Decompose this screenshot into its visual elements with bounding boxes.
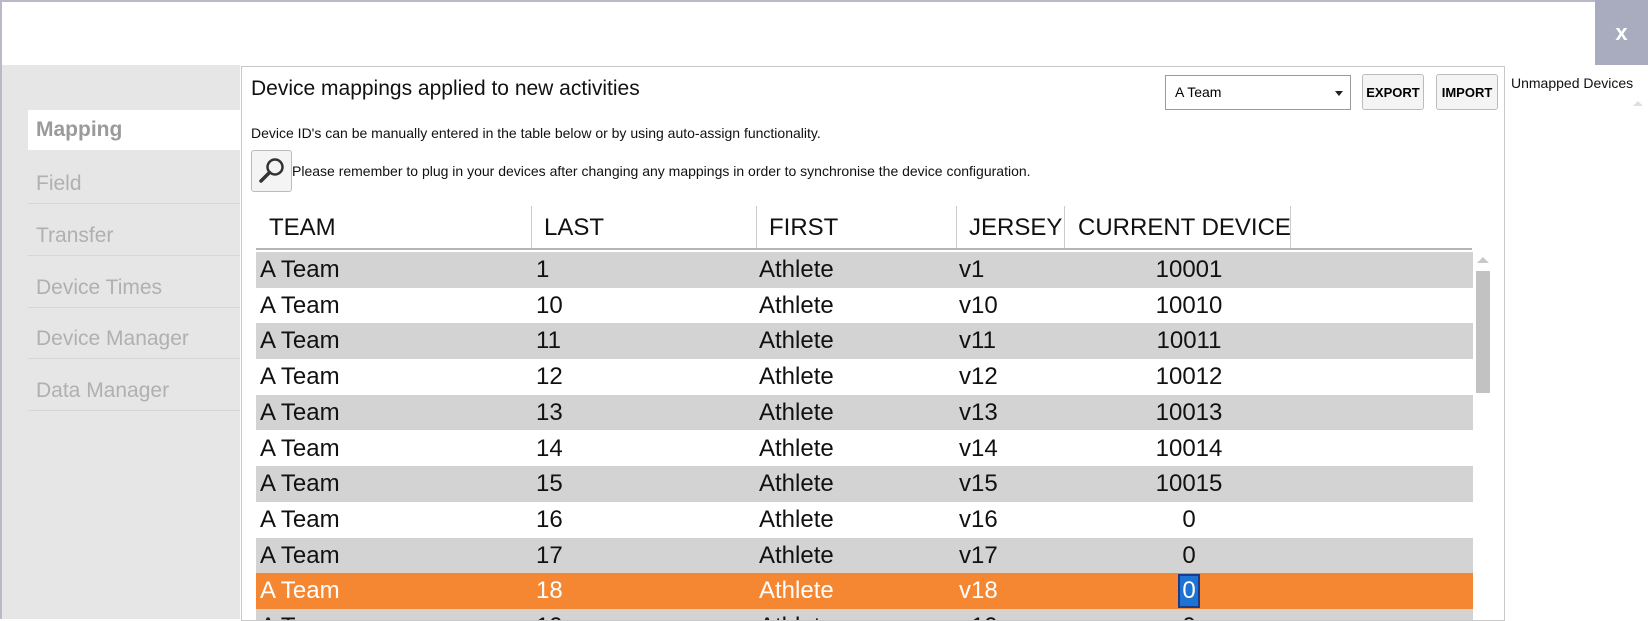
table-cell: Athlete — [759, 363, 834, 391]
column-separator — [756, 206, 757, 248]
nav-item[interactable]: Field — [28, 164, 240, 204]
table-row[interactable]: A Team 16 Athlete v16 0 — [256, 502, 1473, 538]
nav-item[interactable]: Device Times — [28, 268, 240, 308]
search-icon — [259, 158, 284, 183]
search-button[interactable] — [251, 150, 292, 192]
table-row[interactable]: A Team 14 Athlete v14 10014 — [256, 431, 1473, 467]
table-cell: v14 — [959, 434, 998, 462]
table-cell: Athlete — [759, 541, 834, 569]
close-button[interactable]: x — [1595, 0, 1648, 65]
table-body: A Team 1 Athlete v1 10001 A Team 10 Athlete v10 1… — [256, 252, 1473, 620]
table-cell: 10 — [536, 291, 563, 319]
table-cell: Athlete — [759, 505, 834, 533]
column-header[interactable]: LAST — [544, 214, 605, 241]
table-cell: v11 — [959, 327, 996, 355]
table-cell: Athlete — [759, 398, 834, 426]
table-cell: A Team — [260, 577, 340, 605]
nav-item[interactable]: Mapping — [28, 110, 240, 150]
table-row[interactable]: A Team 15 Athlete v15 10015 — [256, 466, 1473, 502]
column-separator — [531, 206, 532, 248]
table-cell: Athlete — [759, 291, 834, 319]
column-header[interactable]: JERSEY — [969, 214, 1063, 241]
table-cell: 17 — [536, 541, 563, 569]
export-button[interactable]: EXPORT — [1362, 74, 1424, 110]
table-cell: A Team — [260, 398, 340, 426]
table-cell: 13 — [536, 398, 563, 426]
cell-editor[interactable]: 0 — [1178, 574, 1200, 609]
unmapped-panel: Unmapped Devices — [1505, 65, 1648, 619]
column-header[interactable]: TEAM — [269, 214, 336, 241]
nav-item[interactable]: Data Manager — [28, 371, 240, 411]
table-cell: 1 — [536, 256, 550, 283]
table-cell: v15 — [959, 470, 998, 498]
panel-title: Device mappings applied to new activitie… — [251, 77, 640, 100]
sidebar: Mapping Field Transfer Device Times Device M… — [2, 65, 240, 619]
table-row[interactable]: A Team19Athletev190 — [256, 609, 1473, 620]
table-row[interactable]: A Team 17 Athlete v17 0 — [256, 537, 1473, 574]
table-cell: Athlete — [759, 256, 834, 283]
table-cell: 19 — [536, 609, 563, 620]
table-cell: 11 — [536, 327, 561, 355]
table-row[interactable]: A Team 11 Athlete v11 10011 — [256, 323, 1473, 360]
table-cell: Athlete — [759, 609, 834, 620]
info-text: Please remember to plug in your devices … — [292, 163, 1031, 179]
table-cell: 12 — [536, 363, 563, 391]
table-cell: Athlete — [759, 470, 834, 498]
table-row[interactable]: A Team 18 Athlete v18 0 — [256, 573, 1473, 609]
table-cell: v16 — [959, 505, 998, 533]
column-header[interactable]: CURRENT DEVICE — [1078, 214, 1291, 241]
table-cell: v12 — [959, 363, 998, 391]
table-cell: Athlete — [759, 434, 834, 462]
table-cell: A Team — [260, 434, 340, 462]
table-cell: A Team — [260, 470, 340, 498]
table-cell: A Team — [260, 256, 340, 283]
table-cell: v13 — [959, 398, 998, 426]
info-text: Device ID's can be manually entered in t… — [251, 125, 821, 141]
mapping-panel: Device mappings applied to new activitie… — [241, 66, 1505, 621]
table-cell: v17 — [959, 541, 998, 569]
table-cell: A Team — [260, 363, 340, 391]
import-button[interactable]: IMPORT — [1436, 74, 1498, 110]
column-header[interactable]: FIRST — [769, 214, 839, 241]
column-separator — [1290, 206, 1291, 248]
unmapped-title: Unmapped Devices — [1511, 75, 1634, 91]
team-select[interactable]: A Team — [1165, 75, 1351, 110]
table-row[interactable]: A Team 10 Athlete v10 10010 — [256, 288, 1473, 324]
table-cell: 18 — [536, 577, 563, 605]
column-separator — [956, 206, 957, 248]
nav-item[interactable]: Transfer — [28, 216, 240, 256]
table-cell: 14 — [536, 434, 563, 462]
table-cell: v1 — [959, 256, 985, 283]
table-row[interactable]: A Team 12 Athlete v12 10012 — [256, 359, 1473, 395]
table-cell: v18 — [959, 577, 998, 605]
table-row[interactable]: A Team 13 Athlete v13 10013 — [256, 394, 1473, 431]
table-cell: v19 — [959, 609, 998, 620]
table-cell: A Team — [260, 609, 340, 620]
scroll-arrow — [1633, 101, 1643, 106]
column-separator — [1064, 206, 1065, 248]
scrollbar-graphic — [1476, 257, 1490, 393]
table-header: TEAM LAST FIRST JERSEY CURRENT DEVICE — [256, 206, 1472, 250]
table-cell: 16 — [536, 505, 563, 533]
table-cell: A Team — [260, 505, 340, 533]
table-cell: A Team — [260, 291, 340, 319]
table-row[interactable]: A Team 1 Athlete v1 10001 — [256, 252, 1473, 288]
table-cell: A Team — [260, 327, 340, 355]
table-cell: Athlete — [759, 577, 834, 605]
table-cell: Athlete — [759, 327, 834, 355]
table-cell: 15 — [536, 470, 563, 498]
scrollbar[interactable] — [1475, 254, 1491, 620]
table-cell: A Team — [260, 541, 340, 569]
table-cell: v10 — [959, 291, 998, 319]
nav-item[interactable]: Device Manager — [28, 319, 240, 359]
